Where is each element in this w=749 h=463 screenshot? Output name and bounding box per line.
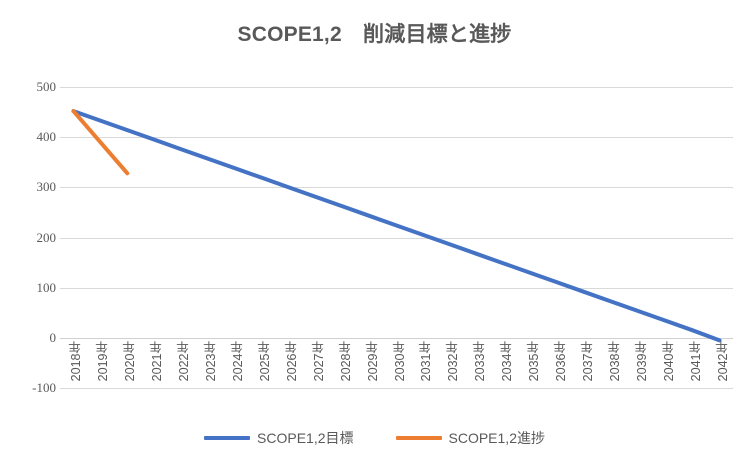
x-tick-label: 2021年 (150, 341, 165, 382)
y-tick-label: 500 (36, 79, 57, 94)
gridline-100 (60, 287, 733, 289)
plot-area (60, 87, 733, 389)
legend-swatch-icon (204, 436, 251, 440)
gridline-0 (60, 337, 733, 339)
x-tick-label: 2034年 (500, 341, 515, 382)
y-tick-label: -100 (32, 380, 56, 395)
x-tick-label: 2039年 (634, 341, 649, 382)
legend-label: SCOPE1,2目標 (257, 430, 354, 446)
x-tick-label: 2025年 (257, 341, 272, 382)
series-line (71, 109, 722, 343)
x-tick-label: 2035年 (527, 341, 542, 382)
y-tick-label: 0 (49, 329, 57, 345)
y-tick-label: 100 (36, 279, 57, 295)
chart-title: SCOPE1,2 削減目標と進捗 (237, 23, 512, 46)
x-tick-label: 2027年 (311, 341, 326, 382)
gridline-300 (60, 187, 733, 189)
gridline--100 (60, 388, 733, 389)
gridline-500 (60, 87, 733, 88)
gridline-400 (60, 137, 733, 139)
legend-item[interactable]: SCOPE1,2進捗 (395, 428, 545, 448)
x-tick-label: 2026年 (284, 341, 299, 382)
series-layer (71, 109, 722, 343)
x-axis: 2018年 2019年 2020年 2021年 2022年 2023年 2024年 2025年… (60, 341, 733, 403)
x-tick-label: 2037年 (580, 341, 595, 382)
legend-swatch-icon (395, 436, 442, 440)
x-tick-label: 2023年 (204, 341, 219, 382)
y-axis: 500 400 300 200 100 0 -100 (0, 79, 57, 395)
x-tick-label: 2030年 (392, 341, 407, 382)
y-tick-label: 300 (36, 179, 57, 195)
x-tick-label: 2020年 (123, 341, 138, 382)
x-tick-label: 2038年 (607, 341, 622, 382)
x-tick-label: 2019年 (96, 341, 111, 382)
y-tick-label: 200 (36, 229, 57, 245)
x-tick-label: 2018年 (69, 341, 84, 382)
gridline-200 (60, 237, 733, 239)
x-tick-label: 2041年 (688, 341, 703, 382)
legend-item[interactable]: SCOPE1,2目標 (204, 428, 354, 448)
x-tick-label: 2028年 (338, 341, 353, 382)
x-tick-label: 2031年 (419, 341, 434, 382)
series-line (71, 109, 130, 176)
chart-legend: SCOPE1,2目標 SCOPE1,2進捗 (0, 428, 749, 448)
x-tick-label: 2022年 (177, 341, 192, 382)
x-tick-label: 2040年 (661, 341, 676, 382)
y-tick-label: 400 (36, 129, 57, 145)
x-tick-label: 2032年 (446, 341, 461, 382)
x-tick-label: 2042年 (715, 341, 730, 382)
x-tick-label: 2029年 (365, 341, 380, 382)
x-tick-label: 2033年 (473, 341, 488, 382)
x-tick-label: 2036年 (554, 341, 569, 382)
x-tick-label: 2024年 (230, 341, 245, 382)
legend-label: SCOPE1,2進捗 (448, 430, 545, 446)
